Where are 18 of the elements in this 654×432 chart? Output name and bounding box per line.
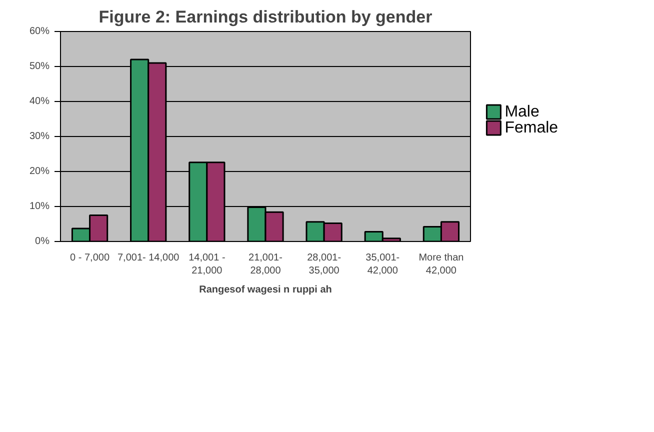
x-tick-label: 28,001- 35,000 (307, 252, 342, 277)
y-tick-label: 40% (29, 96, 50, 107)
x-tick-label: 14,001 - 21,000 (188, 252, 226, 277)
y-tick-label: 10% (29, 201, 50, 212)
x-axis-title: Rangesof wagesi n ruppi ah (199, 284, 332, 296)
chart-title: Figure 2: Earnings distribution by gender (98, 8, 433, 26)
x-tick-label: 7,001- 14,000 (118, 252, 180, 264)
legend-label: Male (504, 104, 540, 121)
x-tick-label: More than 42,000 (418, 252, 464, 277)
y-tick-label: 30% (29, 131, 50, 142)
x-tick-label: 21,001- 28,000 (248, 252, 282, 277)
y-tick-label: 20% (29, 166, 50, 177)
y-tick-label: 0% (35, 236, 50, 247)
y-tick-label: 60% (29, 26, 50, 37)
y-tick-label: 50% (29, 61, 50, 72)
legend-label: Female (504, 119, 558, 136)
x-tick-label: 0 - 7,000 (70, 252, 110, 264)
x-tick-label: 35,001- 42,000 (366, 252, 400, 277)
